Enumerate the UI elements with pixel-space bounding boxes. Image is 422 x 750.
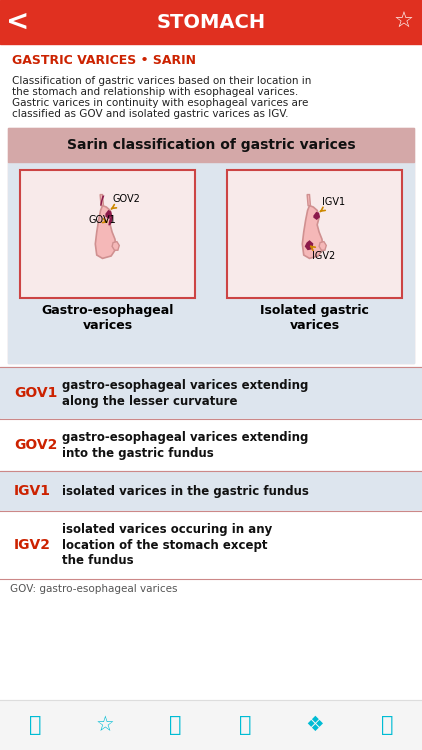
Bar [8,162,414,363]
Bar [8,128,414,363]
Polygon shape [112,242,119,250]
Text: Isolated gastric
varices: Isolated gastric varices [260,304,369,332]
Text: gastro-esophageal varices extending
along the lesser curvature: gastro-esophageal varices extending alon… [62,379,308,407]
Text: isolated varices in the gastric fundus: isolated varices in the gastric fundus [62,484,309,497]
Bar [0,0,422,44]
Polygon shape [307,194,311,206]
Bar [0,511,422,579]
Polygon shape [305,240,314,250]
Polygon shape [100,196,104,206]
Polygon shape [314,211,320,220]
Text: the stomach and relationship with esophageal varices.: the stomach and relationship with esopha… [12,87,298,97]
Polygon shape [302,206,323,259]
Bar [0,471,422,511]
Text: ☆: ☆ [96,715,114,735]
Text: IGV2: IGV2 [14,538,51,552]
Text: 📂: 📂 [239,715,251,735]
Text: IGV1: IGV1 [320,197,345,211]
Polygon shape [95,206,116,259]
Bar [20,170,195,298]
Text: ⏱: ⏱ [381,715,393,735]
Bar [0,700,422,750]
Text: GOV2: GOV2 [14,438,57,452]
Polygon shape [108,216,113,225]
Bar [0,367,422,419]
Text: gastro-esophageal varices extending
into the gastric fundus: gastro-esophageal varices extending into… [62,430,308,460]
Text: 🏠: 🏠 [29,715,41,735]
Text: Sarin classification of gastric varices: Sarin classification of gastric varices [67,138,355,152]
Text: 👤: 👤 [169,715,181,735]
Polygon shape [319,242,326,250]
Text: GASTRIC VARICES • SARIN: GASTRIC VARICES • SARIN [12,53,196,67]
Text: GOV2: GOV2 [111,194,140,208]
Text: Gastric varices in continuity with esophageal varices are: Gastric varices in continuity with esoph… [12,98,308,108]
Text: Classification of gastric varices based on their location in: Classification of gastric varices based … [12,76,311,86]
Text: ❖: ❖ [306,715,325,735]
Text: Gastro-esophageal
varices: Gastro-esophageal varices [41,304,174,332]
Text: ☆: ☆ [394,12,414,32]
Bar [8,128,414,162]
Text: GOV: gastro-esophageal varices: GOV: gastro-esophageal varices [10,584,178,594]
Text: GOV1: GOV1 [14,386,57,400]
Polygon shape [100,194,103,206]
Bar [0,419,422,471]
Text: classified as GOV and isolated gastric varices as IGV.: classified as GOV and isolated gastric v… [12,109,289,119]
Text: IGV1: IGV1 [14,484,51,498]
Text: GOV1: GOV1 [88,215,116,225]
Text: isolated varices occuring in any
location of the stomach except
the fundus: isolated varices occuring in any locatio… [62,523,272,568]
Bar [227,170,402,298]
Polygon shape [106,210,112,219]
Text: STOMACH: STOMACH [157,13,265,32]
Text: IGV2: IGV2 [311,246,335,261]
Text: <: < [6,8,30,36]
